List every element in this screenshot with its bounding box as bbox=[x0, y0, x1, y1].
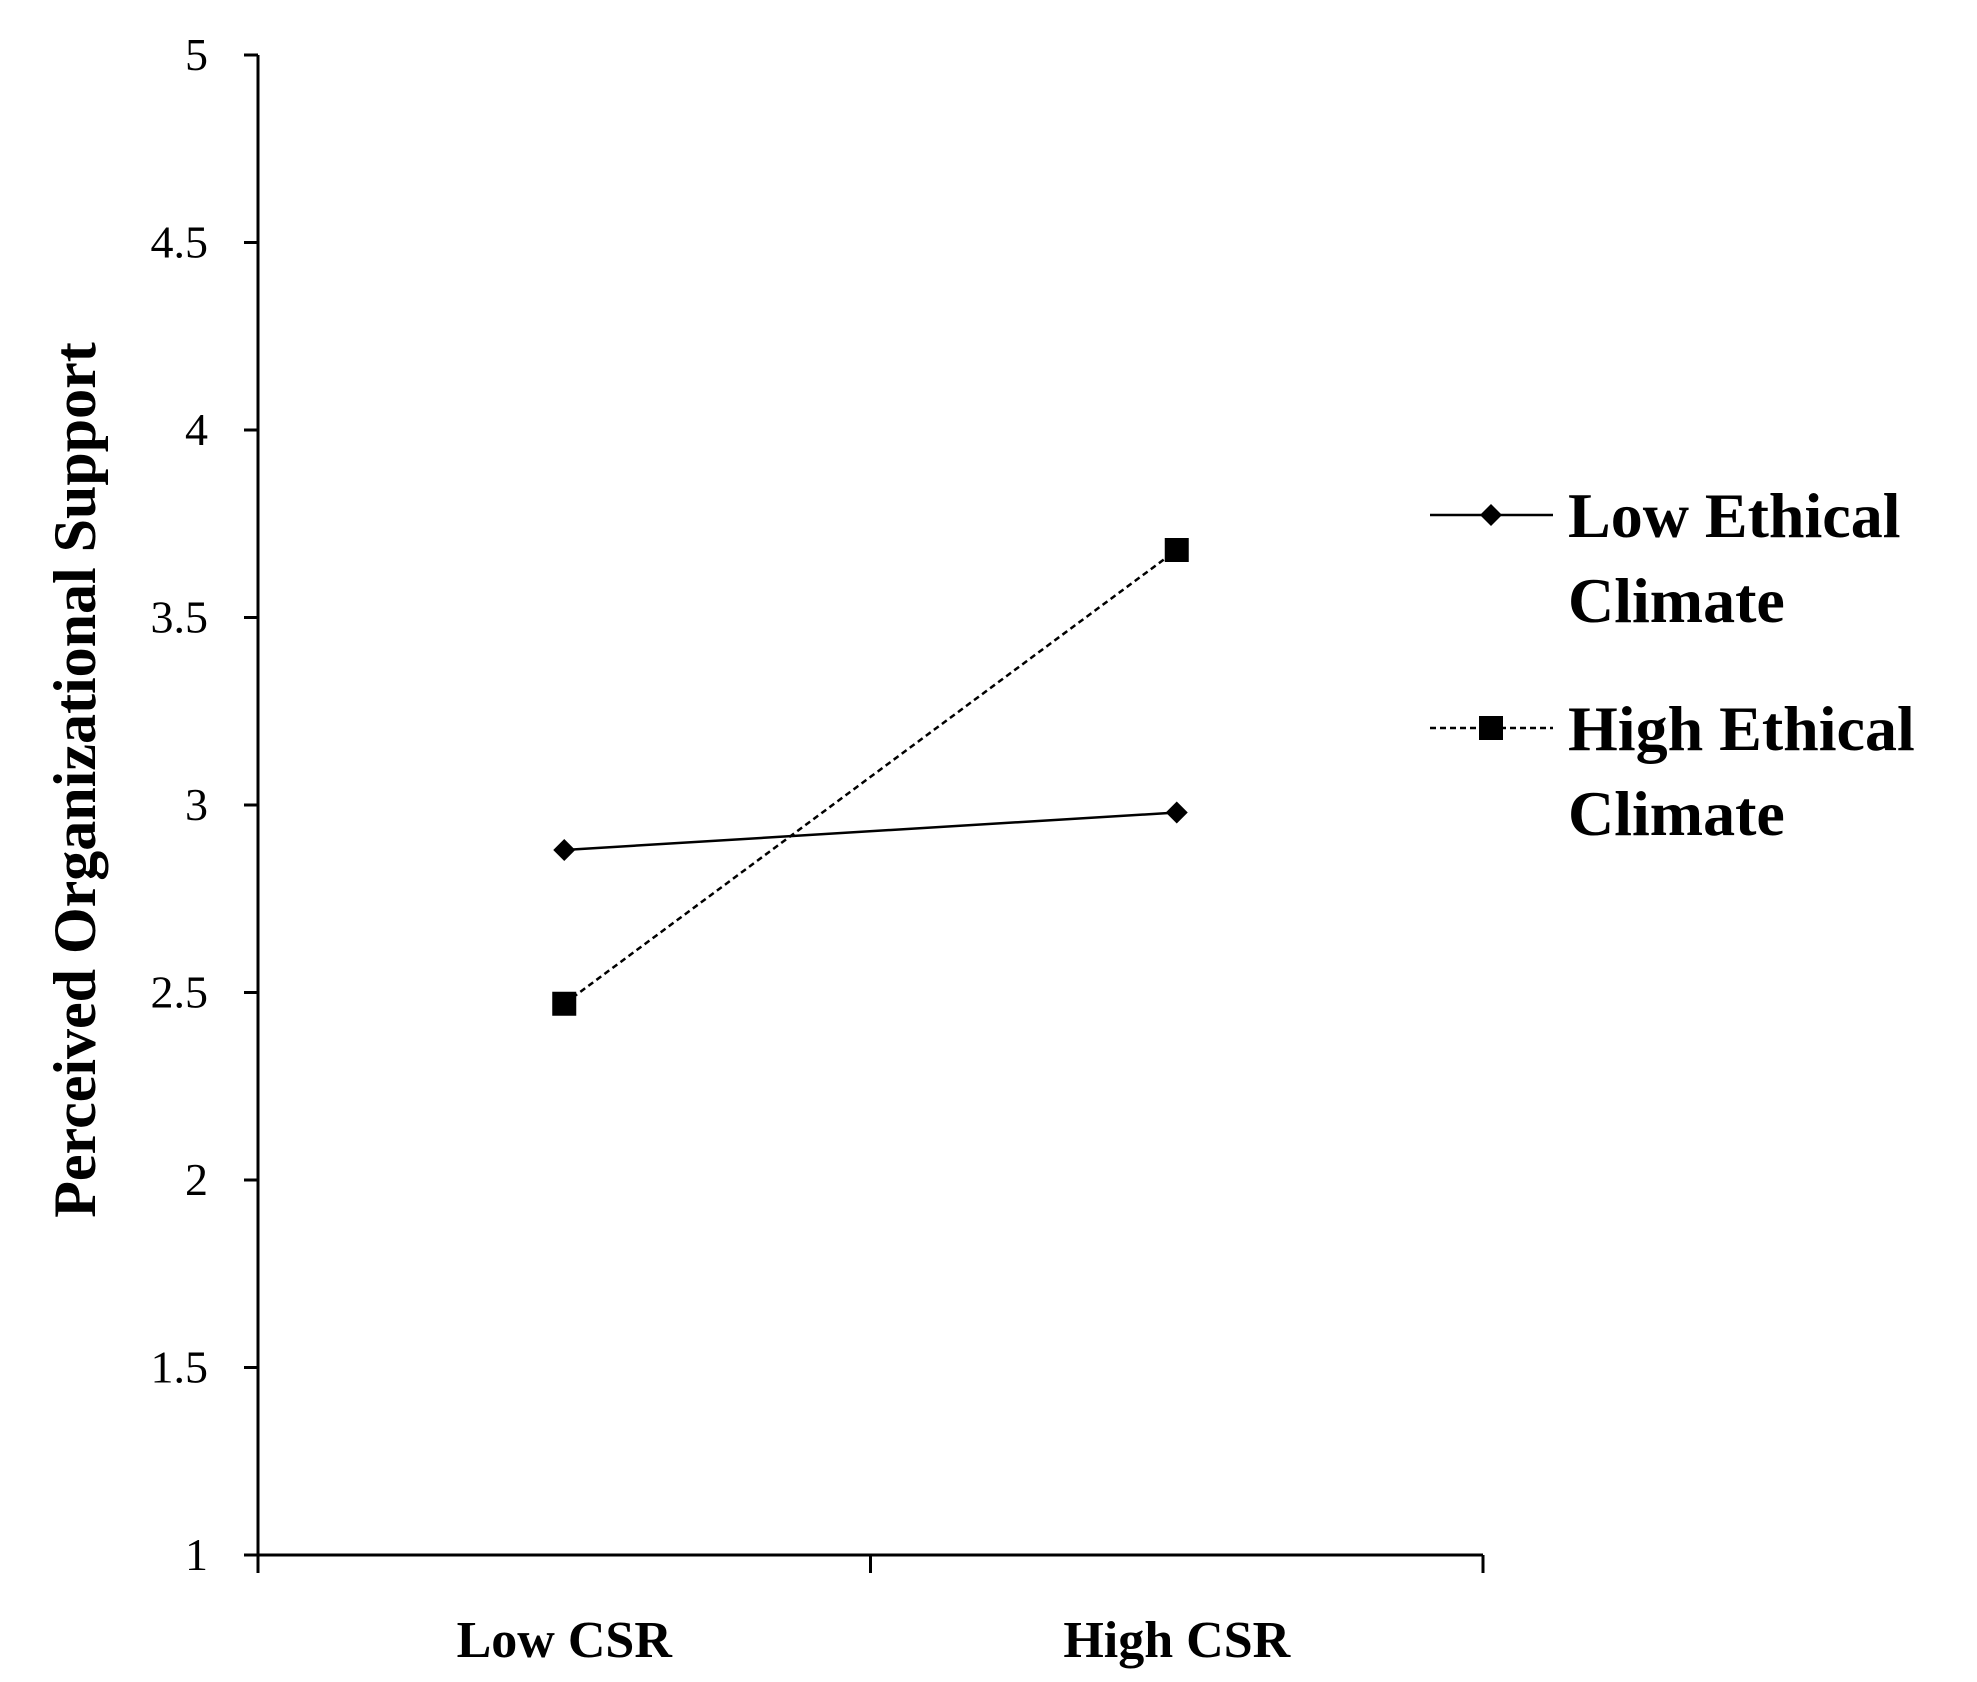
x-tick-label: Low CSR bbox=[457, 1612, 674, 1669]
y-tick-label: 3.5 bbox=[151, 592, 209, 643]
legend-item: High Ethical Climate bbox=[1430, 693, 1915, 849]
legend-item: Low Ethical Climate bbox=[1430, 480, 1900, 636]
series-high-ethical-climate bbox=[552, 538, 1189, 1016]
x-tick-label: High CSR bbox=[1063, 1612, 1291, 1669]
series-line bbox=[564, 811, 1177, 852]
y-tick-label: 3 bbox=[185, 779, 208, 830]
legend-marker bbox=[1480, 504, 1502, 526]
y-tick-label: 4.5 bbox=[151, 217, 209, 268]
legend-label: Climate bbox=[1568, 778, 1785, 849]
data-point bbox=[1164, 538, 1189, 562]
series-layer bbox=[552, 538, 1189, 1016]
y-tick-label: 1.5 bbox=[151, 1342, 209, 1393]
data-point bbox=[552, 991, 577, 1016]
legend: Low Ethical Climate High Ethical Climate bbox=[1430, 480, 1915, 849]
legend-marker bbox=[1479, 716, 1503, 740]
series-line bbox=[563, 548, 1178, 1005]
legend-label: Climate bbox=[1568, 565, 1785, 636]
y-tick-label: 2 bbox=[185, 1154, 208, 1205]
x-ticks: Low CSR High CSR bbox=[256, 1555, 1485, 1669]
legend-label: High Ethical bbox=[1568, 693, 1915, 764]
axes bbox=[256, 55, 1483, 1557]
y-tick-label: 5 bbox=[185, 29, 208, 80]
y-ticks: 1 1.5 2 2.5 3 3.5 4 4.5 5 bbox=[151, 29, 258, 1580]
y-tick-label: 2.5 bbox=[151, 967, 209, 1018]
y-axis-label: Perceived Organizational Support bbox=[42, 342, 108, 1218]
series-low-ethical-climate bbox=[553, 801, 1188, 861]
data-point bbox=[553, 839, 576, 861]
legend-label: Low Ethical bbox=[1568, 480, 1900, 551]
y-tick-label: 1 bbox=[185, 1529, 208, 1580]
y-tick-label: 4 bbox=[185, 404, 208, 455]
data-point bbox=[1165, 801, 1188, 824]
